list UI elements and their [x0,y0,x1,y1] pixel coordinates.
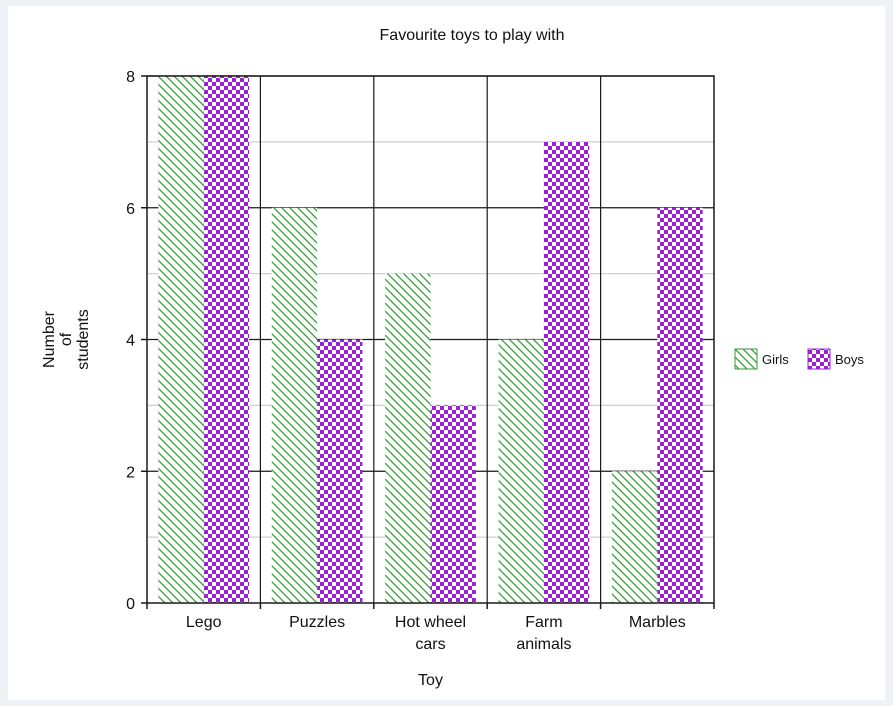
bar-chart: Favourite toys to play with 0 2 4 6 8 Lego Puz… [41,27,864,689]
x-axis-title: Toy [418,672,443,689]
legend-swatch-girls [734,348,758,370]
y-tick-label: 6 [126,201,135,218]
bar-boys-1 [317,339,363,603]
x-tick-label: Marbles [629,614,686,631]
x-tick-label: Hot wheel cars [395,614,466,653]
bar-girls-3 [498,339,544,603]
bar-boys-4 [657,207,703,603]
bar-girls-1 [271,207,318,603]
legend-swatch-boys [807,348,831,370]
legend-label-girls: Girls [762,352,789,367]
y-tick-label: 2 [126,464,135,481]
bar-girls-4 [611,471,658,603]
y-axis-title: Numberofstudents [41,309,92,369]
bar-girls-0 [158,76,204,603]
bar-girls-2 [385,273,431,603]
bar-boys-2 [430,405,476,603]
y-tick-label: 4 [126,333,135,350]
legend-label-boys: Boys [835,352,864,367]
y-tick-label: 8 [126,69,135,86]
y-tick-label: 0 [126,596,135,613]
x-tick-label: Farm animals [516,614,571,653]
chart-title: Favourite toys to play with [380,27,565,44]
bar-boys-0 [203,76,250,603]
x-tick-label: Puzzles [289,614,345,631]
x-tick-label: Lego [186,614,222,631]
chart-frame: Favourite toys to play with 0 2 4 6 8 Lego Puz… [8,6,885,700]
bar-boys-3 [543,141,590,603]
